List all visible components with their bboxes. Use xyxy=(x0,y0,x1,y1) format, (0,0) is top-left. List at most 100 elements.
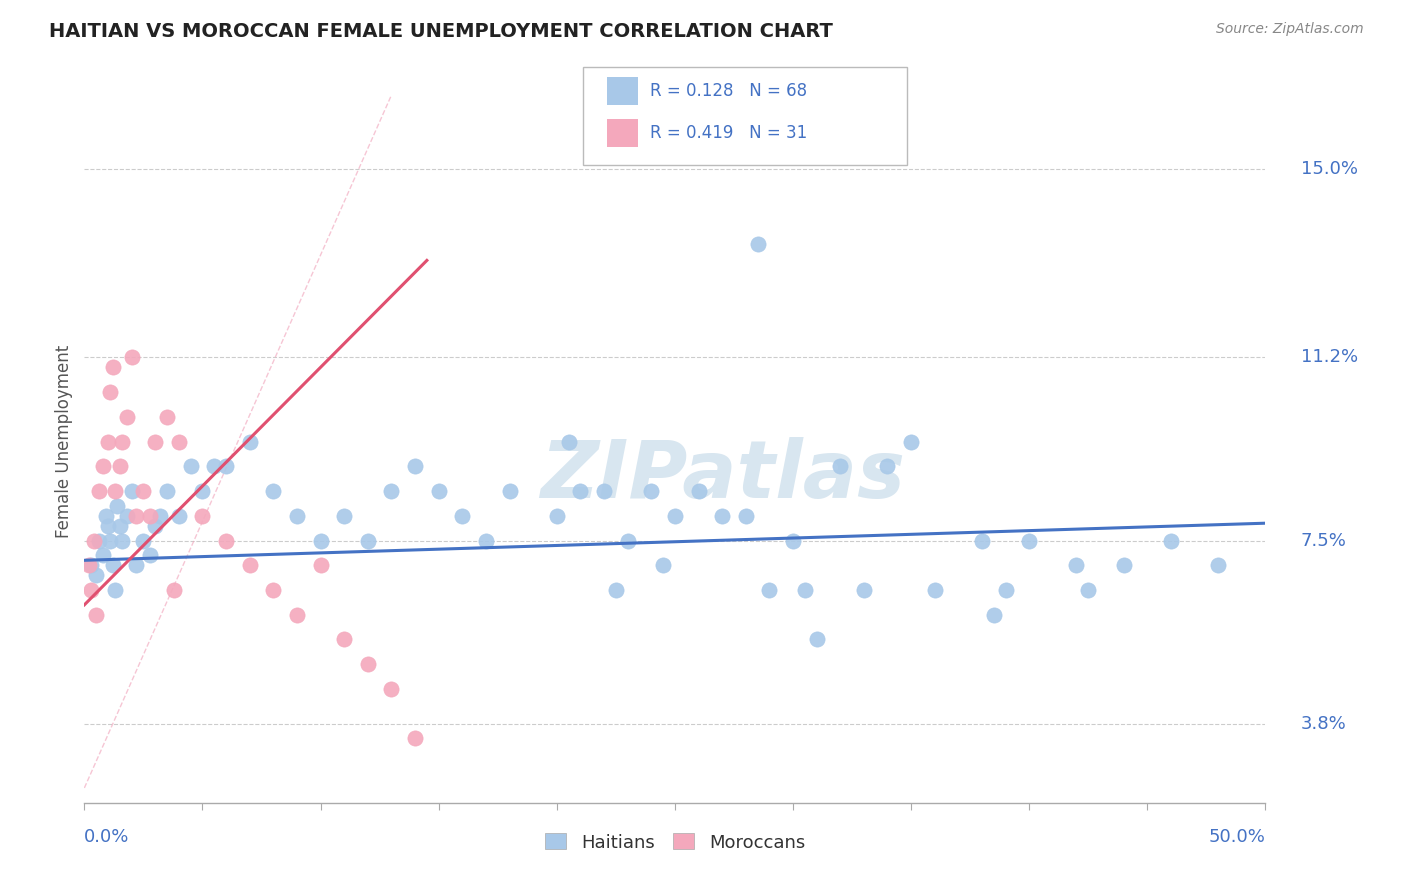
Point xyxy=(404,731,426,746)
Point xyxy=(239,434,262,449)
Point xyxy=(309,533,332,548)
Point xyxy=(262,582,284,597)
Point xyxy=(924,582,946,597)
Point xyxy=(125,558,148,573)
Point xyxy=(782,533,804,548)
Point xyxy=(115,409,138,424)
Text: 3.8%: 3.8% xyxy=(1301,714,1347,732)
Point xyxy=(191,508,214,523)
Point xyxy=(830,459,852,474)
Point xyxy=(80,558,103,573)
Point xyxy=(84,607,107,622)
Point xyxy=(1160,533,1182,548)
Point xyxy=(688,483,710,498)
Point xyxy=(652,558,675,573)
Point xyxy=(664,508,686,523)
Point xyxy=(747,236,769,251)
Point xyxy=(983,607,1005,622)
Point xyxy=(101,558,124,573)
Point xyxy=(616,533,638,548)
Point xyxy=(80,582,103,597)
Point xyxy=(215,533,238,548)
Point xyxy=(156,483,179,498)
Point xyxy=(806,632,828,647)
Point xyxy=(191,483,214,498)
Point xyxy=(404,459,426,474)
Point xyxy=(115,508,138,523)
Point xyxy=(380,483,402,498)
Text: R = 0.419   N = 31: R = 0.419 N = 31 xyxy=(650,124,807,142)
Point xyxy=(143,518,166,533)
Point xyxy=(149,508,172,523)
Point xyxy=(285,607,308,622)
Text: Source: ZipAtlas.com: Source: ZipAtlas.com xyxy=(1216,22,1364,37)
Point xyxy=(98,533,121,548)
Point xyxy=(87,483,110,498)
Point xyxy=(83,533,105,548)
Text: 7.5%: 7.5% xyxy=(1301,532,1347,549)
Point xyxy=(132,533,155,548)
Point xyxy=(97,518,120,533)
Point xyxy=(215,459,238,474)
Text: 11.2%: 11.2% xyxy=(1301,349,1358,367)
Point xyxy=(98,385,121,400)
Point xyxy=(87,533,110,548)
Point xyxy=(605,582,627,597)
Point xyxy=(167,508,190,523)
Point xyxy=(84,568,107,582)
Point xyxy=(111,533,134,548)
Point xyxy=(111,434,134,449)
Point xyxy=(121,483,143,498)
Point xyxy=(77,558,100,573)
Point xyxy=(451,508,474,523)
Point xyxy=(91,459,114,474)
Y-axis label: Female Unemployment: Female Unemployment xyxy=(55,345,73,538)
Point xyxy=(125,508,148,523)
Text: 0.0%: 0.0% xyxy=(84,828,129,846)
Point xyxy=(1066,558,1088,573)
Point xyxy=(475,533,498,548)
Point xyxy=(557,434,579,449)
Text: ZIPatlas: ZIPatlas xyxy=(540,437,904,516)
Point xyxy=(139,549,162,563)
Point xyxy=(793,582,815,597)
Point xyxy=(546,508,568,523)
Point xyxy=(143,434,166,449)
Point xyxy=(285,508,308,523)
Point xyxy=(427,483,450,498)
Point xyxy=(900,434,922,449)
Legend: Haitians, Moroccans: Haitians, Moroccans xyxy=(537,826,813,859)
Point xyxy=(380,681,402,696)
Point xyxy=(994,582,1017,597)
Point xyxy=(734,508,756,523)
Point xyxy=(640,483,662,498)
Point xyxy=(104,483,127,498)
Point xyxy=(569,483,592,498)
Point xyxy=(163,582,186,597)
Point xyxy=(107,499,129,513)
Point xyxy=(498,483,520,498)
Point xyxy=(758,582,780,597)
Point xyxy=(180,459,202,474)
Point xyxy=(333,632,356,647)
Text: 15.0%: 15.0% xyxy=(1301,161,1358,178)
Text: R = 0.128   N = 68: R = 0.128 N = 68 xyxy=(650,82,807,100)
Point xyxy=(593,483,616,498)
Point xyxy=(239,558,262,573)
Point xyxy=(357,657,380,672)
Point xyxy=(357,533,380,548)
Point xyxy=(97,434,120,449)
Point xyxy=(104,582,127,597)
Text: HAITIAN VS MOROCCAN FEMALE UNEMPLOYMENT CORRELATION CHART: HAITIAN VS MOROCCAN FEMALE UNEMPLOYMENT … xyxy=(49,22,834,41)
Point xyxy=(108,518,131,533)
Point xyxy=(876,459,898,474)
Point xyxy=(1206,558,1229,573)
Point xyxy=(121,351,143,365)
Point xyxy=(333,508,356,523)
Point xyxy=(309,558,332,573)
Point xyxy=(970,533,993,548)
Point xyxy=(1112,558,1135,573)
Point xyxy=(262,483,284,498)
Point xyxy=(1018,533,1040,548)
Text: 50.0%: 50.0% xyxy=(1209,828,1265,846)
